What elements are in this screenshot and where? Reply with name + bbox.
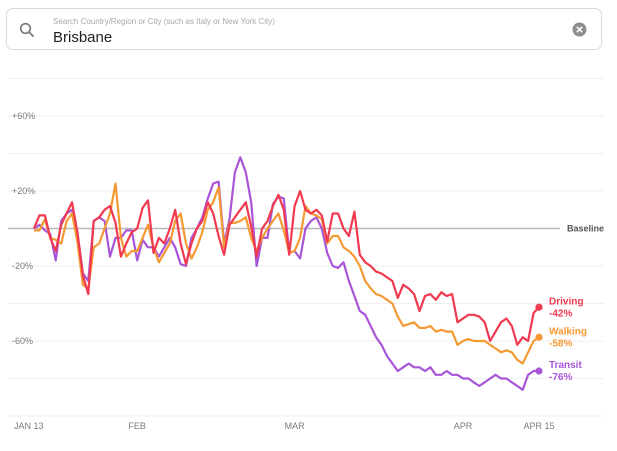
series-line-driving (32, 189, 540, 346)
baseline-label: Baseline (567, 224, 604, 234)
search-placeholder: Search Country/Region or City (such as I… (53, 17, 275, 26)
series-value-walking: -58% (549, 338, 572, 349)
series-name-transit: Transit (549, 360, 582, 371)
series-name-walking: Walking (549, 326, 587, 337)
series-line-walking (34, 182, 540, 365)
grid-layer: Baseline (8, 78, 604, 417)
series-layer (32, 156, 543, 391)
clear-icon[interactable] (572, 22, 587, 37)
mobility-chart: Baseline +60% +20% -20% -60% JAN 13 FEB MAR AP… (8, 78, 604, 431)
x-tick-label: APR 15 (523, 421, 554, 431)
search-input[interactable]: Brisbane (53, 29, 113, 46)
search-bar[interactable]: Search Country/Region or City (such as I… (6, 8, 602, 50)
x-axis-ticks: JAN 13 FEB MAR APR APR 15 (14, 421, 555, 431)
x-tick-label: FEB (128, 421, 146, 431)
search-icon (19, 22, 34, 37)
series-endpoint-transit (535, 367, 543, 375)
series-name-driving: Driving (549, 296, 583, 307)
y-tick-label: +60% (12, 111, 35, 121)
series-labels: Driving-42% Walking-58% Transit-76% (549, 296, 587, 383)
x-tick-label: MAR (285, 421, 306, 431)
series-line-transit (33, 156, 539, 391)
y-axis-ticks: +60% +20% -20% -60% (12, 111, 35, 346)
y-tick-label: -60% (12, 336, 33, 346)
series-value-transit: -76% (549, 372, 572, 383)
series-endpoint-driving (535, 303, 543, 311)
y-tick-label: -20% (12, 261, 33, 271)
y-tick-label: +20% (12, 186, 35, 196)
series-endpoint-walking (535, 333, 543, 341)
series-value-driving: -42% (549, 308, 572, 319)
x-tick-label: JAN 13 (14, 421, 44, 431)
x-tick-label: APR (454, 421, 473, 431)
